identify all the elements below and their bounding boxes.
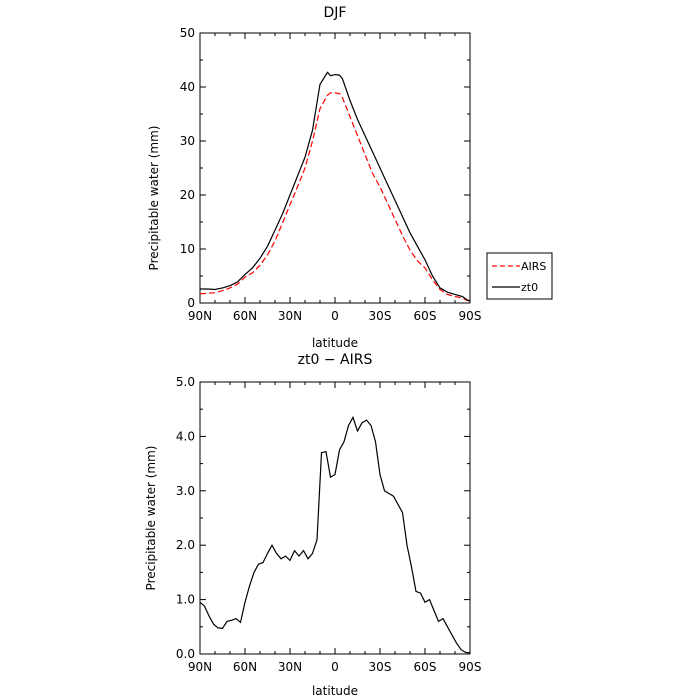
legend-label-zt0: zt0 (521, 281, 538, 294)
y-axis: 0.0 1.0 2.0 3.0 4.0 5.0 (176, 375, 470, 661)
x-tick-label: 30N (278, 309, 302, 323)
x-tick-label: 60N (233, 309, 257, 323)
y-tick-label: 0.0 (176, 647, 195, 661)
series-lines (199, 415, 471, 654)
y-tick-label: 20 (180, 188, 195, 202)
y-tick-label: 10 (180, 242, 195, 256)
x-tick-label: 90S (459, 660, 482, 674)
precipitable-water-chart: DJF 90N 60N 30N 0 30S 60S 90S 0 10 20 30 40 50 lati… (147, 5, 553, 350)
y-tick-label: 0 (187, 296, 195, 310)
legend-box (486, 252, 553, 300)
series-line-zt0 (200, 71, 471, 302)
plot-frame (199, 32, 471, 304)
y-axis: 0 10 20 30 40 50 (180, 26, 470, 310)
x-axis-label: latitude (312, 336, 358, 350)
y-tick-label: 4.0 (176, 429, 195, 443)
y-tick-label: 2.0 (176, 538, 195, 552)
y-tick-label: 40 (180, 80, 195, 94)
x-axis: 90N 60N 30N 0 30S 60S 90S (188, 33, 482, 323)
x-tick-label: 90N (188, 660, 212, 674)
x-axis-label: latitude (312, 684, 358, 698)
series-lines (199, 71, 471, 302)
x-tick-label: 30S (369, 309, 392, 323)
y-tick-label: 3.0 (176, 484, 195, 498)
x-tick-label: 0 (331, 660, 339, 674)
legend-label-airs: AIRS (521, 260, 546, 273)
difference-chart: zt0 − AIRS 90N 60N 30N 0 30S 60S 90S 0.0 1.0 2.0… (144, 352, 481, 698)
y-axis-label: Precipitable water (mm) (144, 446, 158, 591)
series-line-airs (199, 92, 471, 302)
y-tick-label: 5.0 (176, 375, 195, 389)
y-tick-label: 1.0 (176, 593, 195, 607)
x-tick-label: 60S (414, 309, 437, 323)
x-tick-label: 30N (278, 660, 302, 674)
y-tick-label: 30 (180, 134, 195, 148)
x-tick-label: 90S (459, 309, 482, 323)
y-axis-label: Precipitable water (mm) (147, 126, 161, 271)
series-line-zt0-airs (199, 415, 471, 654)
plot-frame (199, 381, 471, 655)
x-tick-label: 90N (188, 309, 212, 323)
x-tick-label: 60S (414, 660, 437, 674)
x-tick-label: 0 (331, 309, 339, 323)
legend: AIRS zt0 (486, 252, 553, 300)
x-axis: 90N 60N 30N 0 30S 60S 90S (188, 382, 482, 674)
x-tick-label: 60N (233, 660, 257, 674)
x-tick-label: 30S (369, 660, 392, 674)
chart-title: zt0 − AIRS (298, 352, 373, 368)
y-tick-label: 50 (180, 26, 195, 40)
chart-title: DJF (324, 5, 347, 21)
